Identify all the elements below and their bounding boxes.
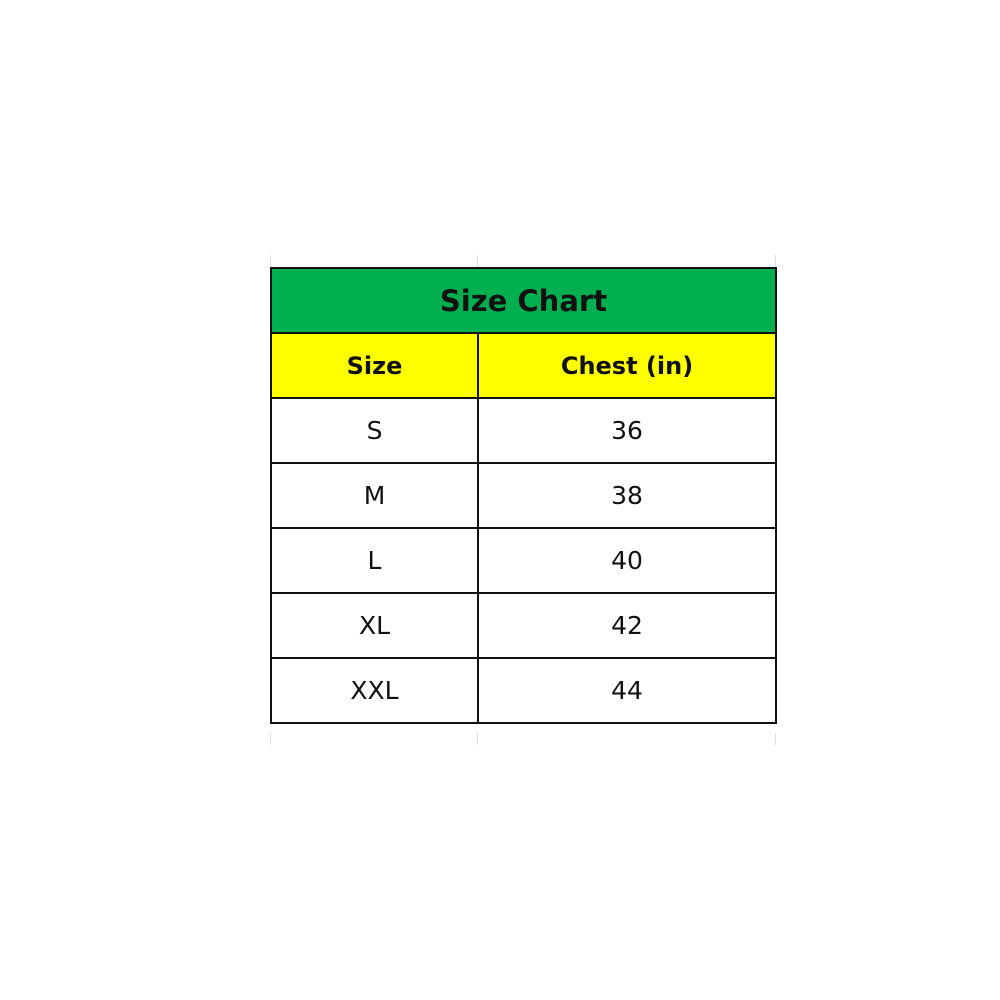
table-row: M 38 xyxy=(270,462,777,529)
chest-cell: 40 xyxy=(477,527,777,594)
size-cell: S xyxy=(270,397,479,464)
chest-cell: 36 xyxy=(477,397,777,464)
table-title: Size Chart xyxy=(270,267,777,334)
size-cell: XL xyxy=(270,592,479,659)
size-cell: L xyxy=(270,527,479,594)
gridline xyxy=(477,733,478,745)
chest-cell: 44 xyxy=(477,657,777,724)
table-row: XL 42 xyxy=(270,592,777,659)
gridline xyxy=(270,255,271,267)
gridline xyxy=(477,255,478,267)
table-row: S 36 xyxy=(270,397,777,464)
column-header-chest: Chest (in) xyxy=(477,332,777,399)
table-row: XXL 44 xyxy=(270,657,777,724)
chest-cell: 38 xyxy=(477,462,777,529)
table-row: L 40 xyxy=(270,527,777,594)
gridline xyxy=(775,733,776,745)
size-cell: M xyxy=(270,462,479,529)
size-chart-table: Size Chart Size Chest (in) S 36 M 38 L 40 X… xyxy=(270,267,777,724)
gridline xyxy=(270,733,271,745)
column-header-size: Size xyxy=(270,332,479,399)
size-cell: XXL xyxy=(270,657,479,724)
chest-cell: 42 xyxy=(477,592,777,659)
gridline xyxy=(775,255,776,267)
